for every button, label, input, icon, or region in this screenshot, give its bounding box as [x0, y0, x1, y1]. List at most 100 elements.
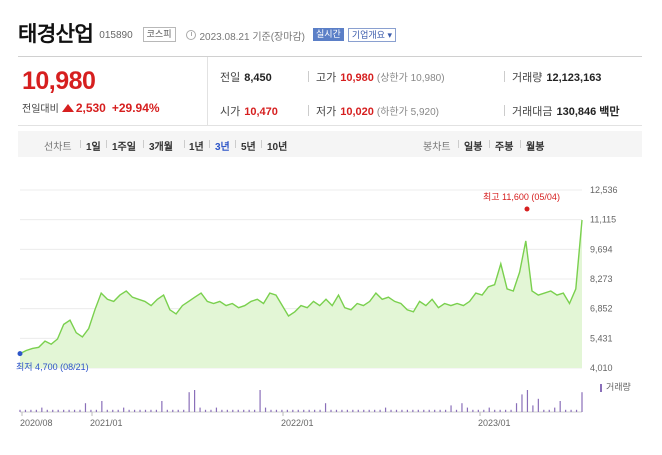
volume-bar [505, 409, 507, 412]
trade-amount-value: 130,846 백만 [556, 106, 620, 118]
volume-bar [199, 407, 201, 412]
volume-bar [248, 409, 250, 412]
period-1y[interactable]: 1년 [189, 142, 204, 153]
volume-bar [532, 405, 534, 412]
volume-bar [226, 409, 228, 412]
volume-bar [341, 409, 343, 412]
volume-bar [46, 409, 48, 412]
price-chart[interactable]: 12,536 11,115 9,694 8,273 6,852 5,431 4,010 최고… [0, 180, 662, 442]
volume-bar [243, 409, 245, 412]
divider [143, 140, 144, 148]
volume-bar [172, 409, 174, 412]
candle-monthly[interactable]: 월봉 [526, 142, 545, 153]
divider [489, 140, 490, 148]
volume-bar [150, 409, 152, 412]
prev-close-value: 8,450 [244, 72, 272, 84]
candle-weekly[interactable]: 주봉 [495, 142, 514, 153]
realtime-button[interactable]: 실시간 [313, 28, 344, 41]
volume-bar [35, 409, 37, 412]
volume-bar [79, 409, 81, 412]
volume-bar [30, 409, 32, 412]
stock-name: 태경산업 [18, 23, 94, 46]
candle-daily[interactable]: 일봉 [464, 142, 483, 153]
open-value: 10,470 [244, 106, 278, 118]
low-label: 저가 [316, 106, 337, 118]
volume-bar [357, 409, 359, 412]
volume-bar [330, 409, 332, 412]
y-tick-label: 11,115 [590, 215, 616, 225]
volume-bar [384, 407, 387, 412]
volume-bar [286, 409, 288, 412]
period-10y[interactable]: 10년 [267, 142, 288, 153]
volume-bar [292, 409, 294, 412]
volume-legend-swatch [600, 384, 602, 392]
period-3m[interactable]: 3개월 [149, 142, 173, 153]
volume-bar [352, 409, 354, 412]
volume-bar [73, 409, 76, 412]
volume-bar [510, 409, 512, 412]
volume-bar [57, 409, 59, 412]
period-1d[interactable]: 1일 [86, 142, 101, 153]
volume-bar [434, 409, 436, 412]
company-overview-button[interactable]: 기업개요 ▾ [347, 27, 396, 42]
trade-amount-label: 거래대금 [512, 106, 553, 118]
change-row: 전일대비 2,530 +29.94% [22, 100, 160, 116]
volume-bar [444, 409, 447, 412]
line-chart-label: 선차트 [44, 142, 72, 153]
volume-bar [554, 407, 556, 412]
volume-bar [581, 392, 583, 412]
volume-bar [450, 405, 452, 412]
volume-bar [177, 409, 179, 412]
current-price-box: 10,980 전일대비 2,530 +29.94% [18, 57, 208, 126]
volume-bar [232, 409, 234, 412]
volume-bar [112, 409, 114, 412]
volume-bars [19, 384, 602, 413]
volume-bar [346, 409, 348, 412]
volume-bar [275, 409, 278, 412]
volume-bar [483, 409, 485, 412]
y-tick-label: 9,694 [590, 244, 613, 254]
volume-bar [466, 407, 469, 412]
up-arrow-icon [61, 103, 74, 112]
stock-code: 015890 [99, 30, 133, 41]
volume-bar [270, 409, 272, 412]
volume-legend: 거래량 [606, 381, 631, 392]
period-5y[interactable]: 5년 [241, 142, 256, 153]
max-price-label: 최고 11,600 (05/04) [483, 192, 560, 202]
volume-bar [537, 398, 539, 412]
period-1w[interactable]: 1주일 [112, 142, 136, 153]
volume-bar [477, 409, 479, 412]
volume-bar [63, 409, 65, 412]
period-3y[interactable]: 3년 [215, 142, 230, 153]
x-tick-label: 2023/01 [478, 418, 511, 428]
volume-bar [144, 409, 147, 412]
volume-bar [406, 409, 408, 412]
volume-bar [559, 401, 561, 412]
volume-bar [363, 409, 365, 412]
volume-bar [117, 409, 119, 412]
volume-bar [41, 407, 43, 412]
change-label: 전일대비 [22, 104, 59, 115]
x-tick-label: 2021/01 [90, 418, 123, 428]
volume-bar [281, 409, 283, 412]
y-axis-ticks: 12,536 11,115 9,694 8,273 6,852 5,431 4,010 [590, 185, 618, 373]
volume-bar [155, 409, 158, 412]
open-label: 시가 [220, 106, 241, 118]
low-value: 10,020 [340, 106, 374, 118]
date-text: 2023.08.21 기준(장마감) [199, 31, 306, 43]
volume-bar [215, 407, 218, 412]
x-tick-label: 2020/08 [20, 418, 53, 428]
volume-bar [412, 409, 414, 412]
volume-bar [90, 409, 92, 412]
high-label: 고가 [316, 72, 337, 84]
volume-bar [439, 409, 441, 412]
volume-bar [575, 409, 578, 412]
volume-bar [570, 409, 572, 412]
volume-bar [374, 409, 376, 412]
volume-bar [565, 409, 567, 412]
volume-bar [128, 409, 130, 412]
y-tick-label: 12,536 [590, 185, 618, 195]
volume-bar [368, 409, 370, 412]
volume-bar [106, 409, 108, 412]
volume-bar [390, 409, 392, 412]
